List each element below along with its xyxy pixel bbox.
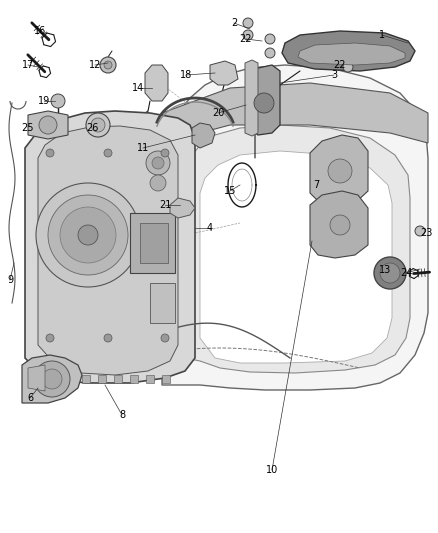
Polygon shape (145, 65, 168, 101)
Circle shape (86, 113, 110, 137)
Text: 25: 25 (22, 123, 34, 133)
Circle shape (330, 215, 350, 235)
Text: 21: 21 (159, 200, 171, 210)
Text: 17: 17 (22, 60, 34, 70)
Circle shape (243, 30, 253, 40)
Polygon shape (210, 61, 238, 85)
Circle shape (100, 57, 116, 73)
Polygon shape (28, 111, 68, 139)
Text: 18: 18 (180, 70, 192, 80)
Polygon shape (310, 191, 368, 258)
Text: 11: 11 (137, 143, 149, 153)
Text: 4: 4 (207, 223, 213, 233)
Circle shape (243, 18, 253, 28)
Polygon shape (22, 355, 82, 403)
Circle shape (60, 207, 116, 263)
Circle shape (150, 175, 166, 191)
Polygon shape (114, 375, 122, 383)
Text: 8: 8 (119, 410, 125, 420)
Circle shape (265, 48, 275, 58)
Polygon shape (50, 375, 58, 383)
Polygon shape (146, 375, 154, 383)
Circle shape (91, 118, 105, 132)
Circle shape (343, 62, 353, 72)
Polygon shape (298, 43, 405, 65)
Text: 20: 20 (212, 108, 224, 118)
Text: 22: 22 (240, 34, 252, 44)
Circle shape (104, 149, 112, 157)
Polygon shape (130, 213, 175, 273)
Polygon shape (25, 111, 195, 383)
Text: 16: 16 (34, 26, 46, 36)
Polygon shape (282, 31, 415, 71)
Text: 23: 23 (420, 228, 432, 238)
Polygon shape (200, 151, 392, 363)
Text: 3: 3 (331, 70, 337, 80)
Text: 26: 26 (86, 123, 98, 133)
Text: 6: 6 (27, 393, 33, 403)
Text: 19: 19 (38, 96, 50, 106)
Polygon shape (28, 365, 45, 391)
Polygon shape (130, 375, 138, 383)
Circle shape (415, 226, 425, 236)
Circle shape (254, 93, 274, 113)
Polygon shape (82, 375, 90, 383)
Circle shape (78, 225, 98, 245)
Polygon shape (192, 123, 215, 148)
Circle shape (48, 195, 128, 275)
Polygon shape (98, 375, 106, 383)
Text: 13: 13 (379, 265, 391, 275)
Text: 2: 2 (231, 18, 237, 28)
Circle shape (104, 334, 112, 342)
Circle shape (51, 94, 65, 108)
Polygon shape (150, 283, 175, 323)
Circle shape (265, 34, 275, 44)
Polygon shape (140, 223, 168, 263)
Circle shape (161, 149, 169, 157)
Circle shape (39, 116, 57, 134)
Text: 22: 22 (334, 60, 346, 70)
Text: 10: 10 (266, 465, 278, 475)
Polygon shape (248, 65, 280, 135)
Text: 1: 1 (379, 30, 385, 40)
Circle shape (36, 183, 140, 287)
Circle shape (152, 157, 164, 169)
Polygon shape (162, 375, 170, 383)
Circle shape (328, 159, 352, 183)
Circle shape (42, 369, 62, 389)
Polygon shape (66, 375, 74, 383)
Polygon shape (170, 198, 195, 218)
Circle shape (104, 61, 112, 69)
Polygon shape (38, 126, 178, 375)
Circle shape (146, 151, 170, 175)
Circle shape (374, 257, 406, 289)
Circle shape (161, 334, 169, 342)
Circle shape (34, 361, 70, 397)
Text: 7: 7 (313, 180, 319, 190)
Circle shape (380, 263, 400, 283)
Polygon shape (185, 125, 410, 373)
Text: 12: 12 (89, 60, 101, 70)
Polygon shape (310, 135, 368, 205)
Text: 24: 24 (400, 268, 412, 278)
Polygon shape (162, 83, 428, 143)
Text: 15: 15 (224, 186, 236, 196)
Circle shape (46, 334, 54, 342)
Text: 14: 14 (132, 83, 144, 93)
Polygon shape (162, 65, 428, 390)
Polygon shape (245, 60, 258, 136)
Text: 9: 9 (7, 275, 13, 285)
Circle shape (46, 149, 54, 157)
